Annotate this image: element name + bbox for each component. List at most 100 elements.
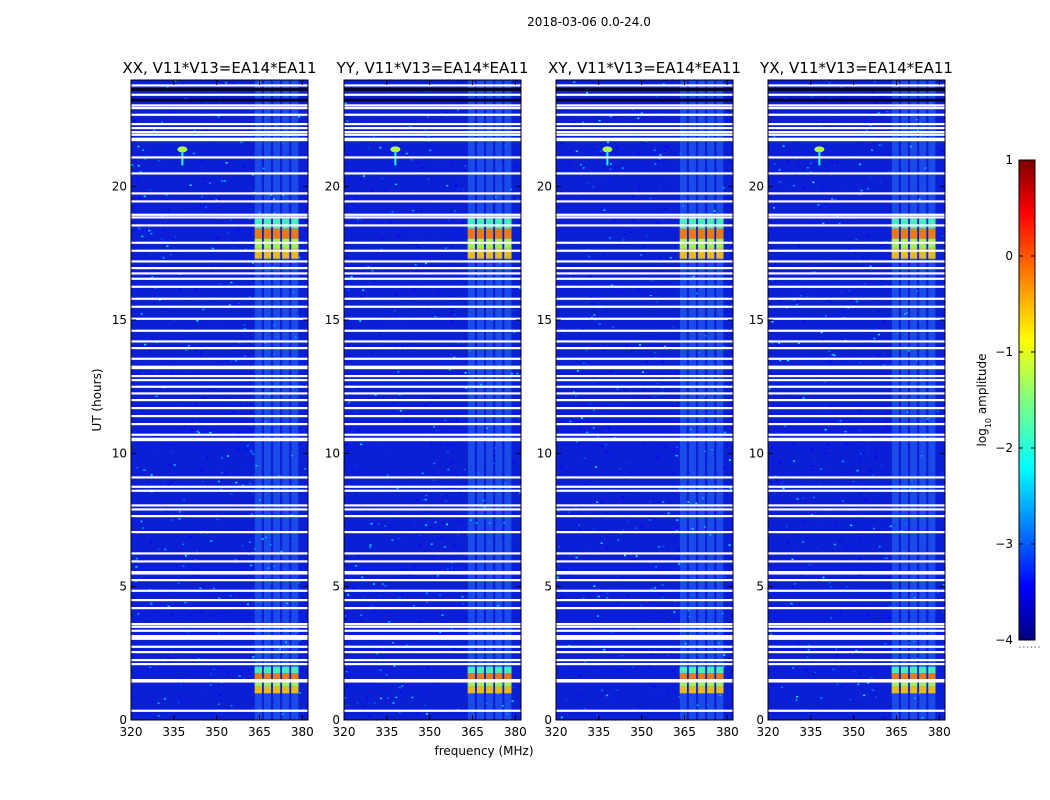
flagged-row: [768, 651, 945, 654]
rfi-burst: [697, 248, 706, 259]
flagged-row: [768, 636, 945, 639]
flagged-row: [768, 137, 945, 140]
x-tick-label: 350: [842, 725, 865, 739]
flagged-row: [344, 224, 521, 227]
flagged-row: [131, 439, 308, 442]
rfi-burst: [282, 228, 290, 239]
flagged-row: [768, 476, 945, 479]
panel-title: XY, V11*V13=EA14*EA11: [548, 59, 741, 77]
y-tick-label: 0: [332, 713, 340, 727]
flagged-row: [556, 93, 733, 96]
rfi-burst: [272, 680, 281, 687]
rfi-burst: [263, 686, 272, 694]
rfi-burst: [504, 228, 512, 239]
flagged-row: [344, 277, 521, 280]
panel-title: XX, V11*V13=EA14*EA11: [122, 59, 316, 77]
rfi-burst: [716, 686, 724, 694]
rfi-burst: [716, 673, 724, 680]
flagged-row: [131, 485, 308, 488]
flagged-row: [131, 123, 308, 126]
rfi-burst: [716, 666, 724, 674]
flagged-row: [768, 552, 945, 555]
flagged-row: [768, 249, 945, 252]
rfi-burst: [467, 666, 475, 674]
rfi-burst: [495, 673, 503, 680]
flagged-row: [344, 635, 521, 638]
flagged-row: [131, 285, 308, 288]
colorbar-tick-label: −2: [995, 441, 1013, 455]
flagged-row: [344, 637, 521, 640]
y-tick-label: 20: [749, 180, 764, 194]
rfi-burst: [476, 248, 485, 259]
rfi-burst: [485, 228, 494, 239]
rfi-burst: [697, 680, 706, 687]
flagged-row: [556, 133, 733, 136]
rfi-burst: [679, 673, 687, 680]
flagged-row: [344, 531, 521, 534]
flagged-row: [556, 572, 733, 575]
flagged-row: [344, 623, 521, 626]
rfi-burst: [919, 680, 927, 687]
flagged-row: [556, 645, 733, 648]
flagged-row: [768, 504, 945, 507]
rfi-burst: [291, 248, 299, 259]
x-tick-label: 350: [205, 725, 228, 739]
flagged-row: [768, 623, 945, 626]
flagged-row: [556, 357, 733, 360]
flagged-row: [131, 571, 308, 574]
flagged-row: [131, 329, 308, 332]
flagged-row: [768, 139, 945, 142]
rfi-burst: [891, 680, 899, 687]
flagged-row: [344, 305, 521, 308]
y-tick-label: 5: [544, 580, 552, 594]
flagged-row: [556, 680, 733, 683]
flagged-row: [556, 297, 733, 300]
flagged-row: [131, 589, 308, 592]
flagged-row: [556, 340, 733, 343]
rfi-burst: [900, 673, 909, 680]
flagged-row: [344, 423, 521, 426]
rfi-burst: [707, 673, 715, 680]
flagged-row: [556, 277, 733, 280]
flagged-row: [131, 375, 308, 378]
flagged-row: [131, 84, 308, 87]
rfi-burst: [707, 218, 715, 229]
flagged-row: [768, 84, 945, 87]
rfi-burst: [909, 228, 918, 239]
point-source: [814, 146, 825, 153]
colorbar-tick-label: −3: [995, 537, 1013, 551]
flagged-row: [131, 260, 308, 263]
rfi-burst: [254, 248, 262, 259]
flagged-row: [131, 399, 308, 402]
flagged-row: [344, 84, 521, 87]
rfi-burst: [282, 686, 290, 694]
x-tick-label: 320: [757, 725, 780, 739]
rfi-burst: [919, 248, 927, 259]
flagged-row: [344, 636, 521, 639]
rfi-burst: [254, 218, 262, 229]
rfi-burst: [254, 666, 262, 674]
flagged-row: [556, 635, 733, 638]
flagged-row: [344, 375, 521, 378]
rfi-burst: [891, 248, 899, 259]
rfi-burst: [495, 686, 503, 694]
flagged-row: [556, 317, 733, 320]
y-tick-label: 0: [544, 713, 552, 727]
flagged-row: [131, 156, 308, 159]
rfi-burst: [282, 666, 290, 674]
rfi-burst: [291, 680, 299, 687]
flagged-row: [556, 123, 733, 126]
flagged-row: [131, 407, 308, 410]
flagged-row: [131, 365, 308, 368]
flagged-row: [344, 560, 521, 563]
flagged-row: [556, 347, 733, 350]
flagged-row: [768, 635, 945, 638]
flagged-row: [344, 297, 521, 300]
flagged-row: [768, 437, 945, 440]
rfi-burst: [495, 248, 503, 259]
rfi-burst: [909, 666, 918, 674]
flagged-row: [131, 224, 308, 227]
rfi-burst: [254, 228, 262, 239]
flagged-row: [344, 629, 521, 632]
flagged-row: [768, 399, 945, 402]
